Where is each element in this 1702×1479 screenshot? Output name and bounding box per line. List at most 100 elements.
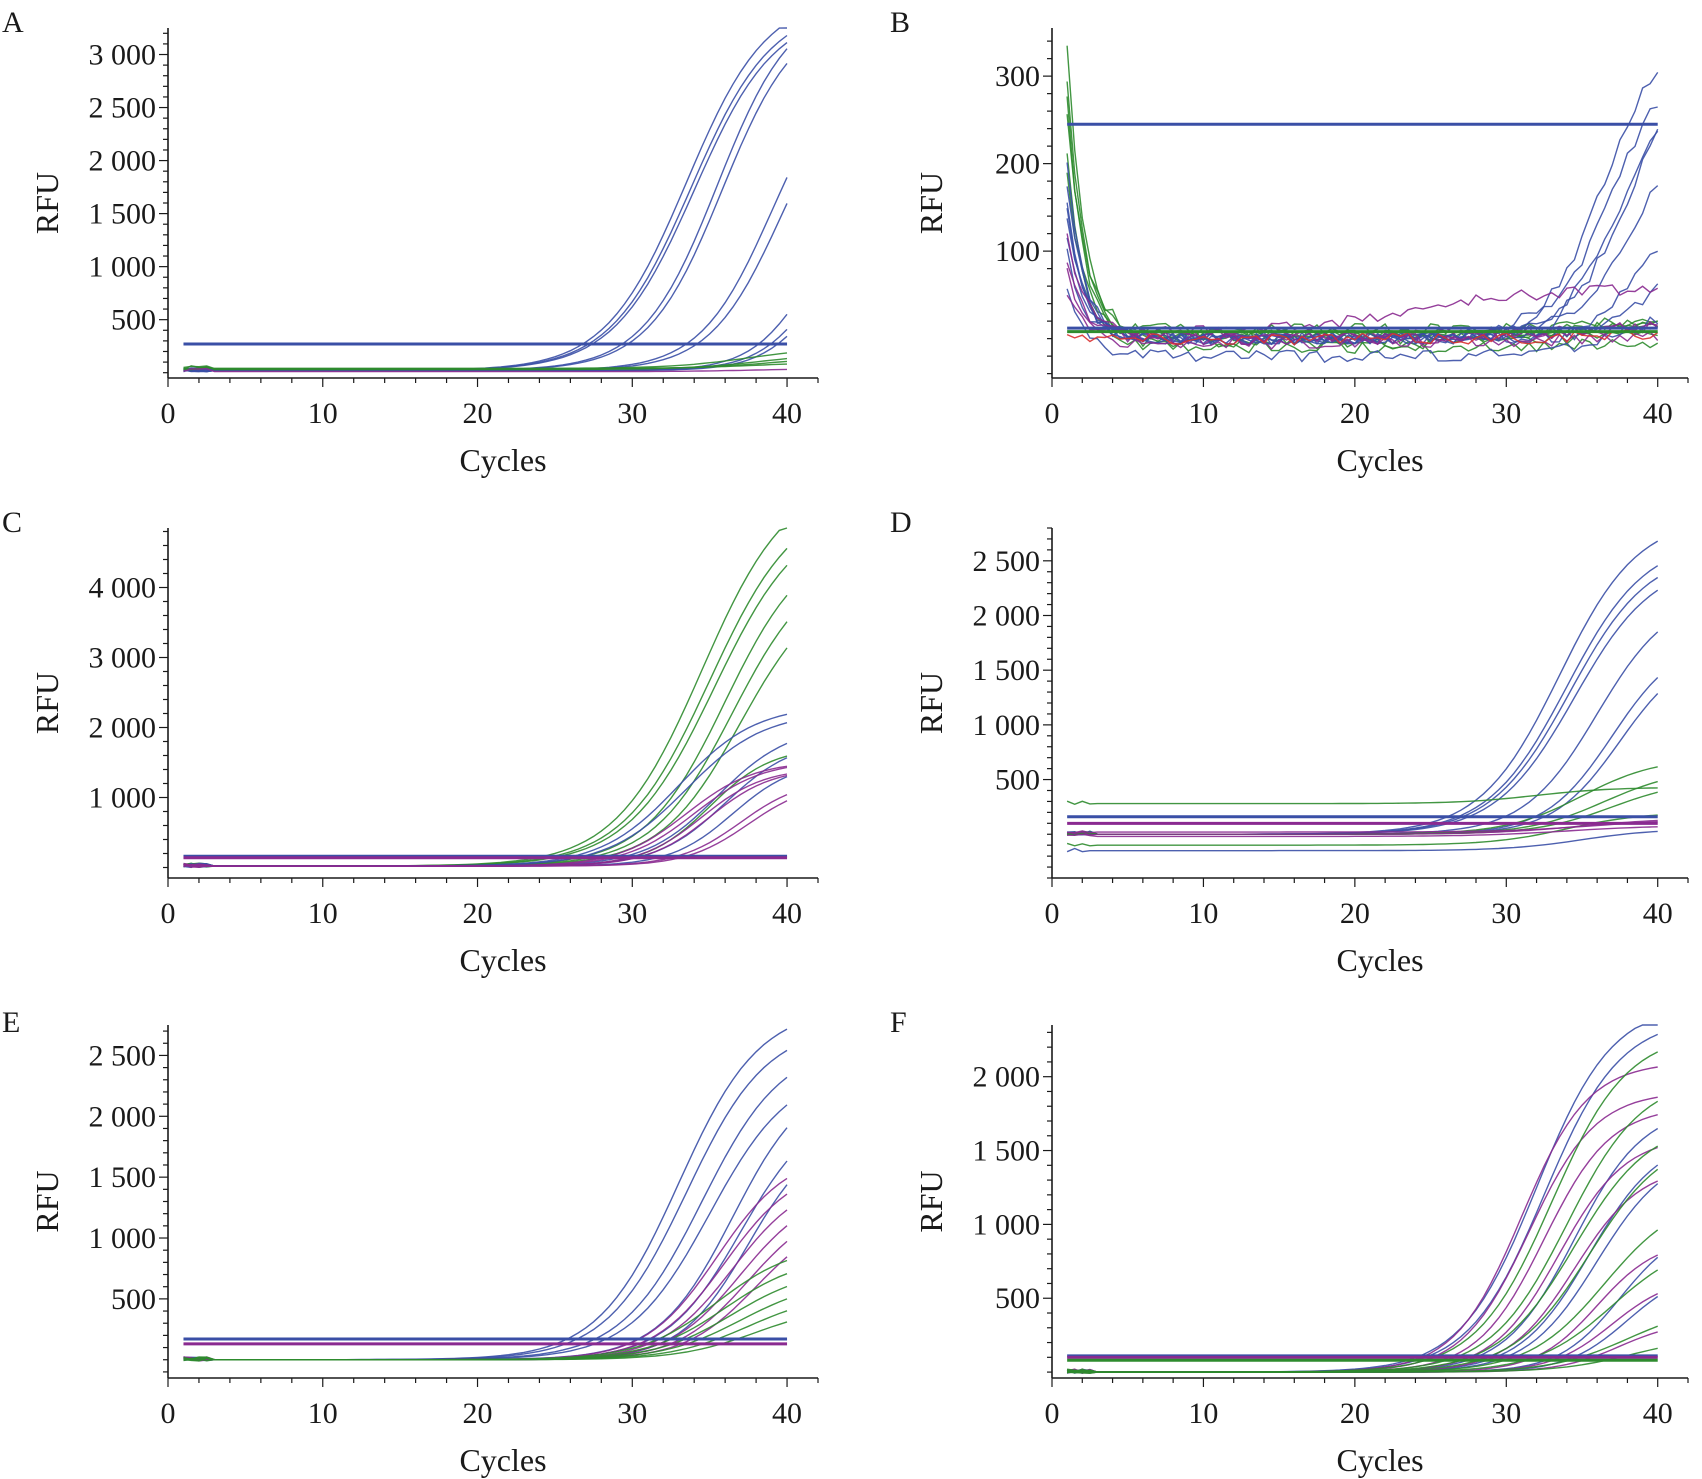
x-tick-label: 30 xyxy=(1491,1397,1521,1430)
x-tick-label: 10 xyxy=(1188,397,1218,430)
x-tick-label: 30 xyxy=(1491,897,1521,930)
amplification-curve-green xyxy=(1066,1347,1658,1374)
y-axis-title: RFU xyxy=(29,672,65,734)
amplification-curve-green xyxy=(1066,172,1659,343)
panel-a: A 0 10 20 30 40 500 1 000 1 500 2 000 2 500 3 000 Cy… xyxy=(2,6,819,478)
x-tick-label: 20 xyxy=(1340,1397,1370,1430)
y-tick-label: 1 500 xyxy=(973,1135,1041,1168)
panel-letter: B xyxy=(890,6,910,39)
amplification-curve-blue xyxy=(1066,1164,1659,1374)
amplification-curve-blue xyxy=(1066,72,1659,346)
amplification-curve-blue xyxy=(183,1028,788,1361)
x-tick-label: 10 xyxy=(1188,1397,1218,1430)
y-tick-label: 2 000 xyxy=(89,1100,157,1133)
x-tick-label: 10 xyxy=(308,897,338,930)
amplification-curve-green xyxy=(1066,1229,1659,1374)
amplification-curve-green xyxy=(183,1321,788,1362)
amplification-curve-purple xyxy=(1067,821,1658,834)
y-axis-title: RFU xyxy=(29,172,65,234)
amplification-curve-blue xyxy=(1066,185,1659,345)
amplification-curve-purple xyxy=(1066,233,1659,339)
amplification-curve-blue xyxy=(1066,1183,1659,1374)
x-tick-label: 20 xyxy=(1340,897,1370,930)
x-tick-label: 30 xyxy=(1491,397,1521,430)
x-tick-label: 30 xyxy=(617,397,647,430)
y-tick-label: 500 xyxy=(995,1282,1040,1315)
y-tick-label: 1 000 xyxy=(89,251,157,284)
y-tick-label: 1 000 xyxy=(973,1208,1041,1241)
y-tick-label: 200 xyxy=(995,148,1040,181)
x-tick-label: 40 xyxy=(772,1397,802,1430)
x-axis-title: Cycles xyxy=(1336,1442,1423,1478)
amplification-curve-green xyxy=(1067,1168,1659,1374)
y-tick-label: 100 xyxy=(995,235,1040,268)
amplification-curve-blue xyxy=(1066,1024,1658,1374)
y-tick-label: 1 500 xyxy=(89,198,157,231)
y-axis-title: RFU xyxy=(913,172,949,234)
amplification-curve-green xyxy=(1066,814,1658,847)
amplification-curve-green xyxy=(1066,96,1658,350)
amplification-curve-blue xyxy=(1066,830,1658,853)
panel-e: E 0 10 20 30 40 500 1 000 1 500 2 000 2 500 Cycles R… xyxy=(2,1006,819,1478)
panel-letter: C xyxy=(2,506,22,539)
y-tick-label: 1 000 xyxy=(89,1222,157,1255)
amplification-curve-green xyxy=(183,594,788,868)
y-tick-label: 500 xyxy=(111,304,156,337)
x-tick-label: 20 xyxy=(1340,397,1370,430)
amplification-curve-blue xyxy=(183,1127,788,1361)
panel-f: F 0 10 20 30 40 500 1 000 1 500 2 000 Cycles RFU xyxy=(890,1006,1689,1478)
y-tick-label: 1 000 xyxy=(89,782,157,815)
y-tick-label: 3 000 xyxy=(89,39,157,72)
amplification-curve-purple xyxy=(1067,826,1658,838)
panel-letter: E xyxy=(2,1006,20,1039)
amplification-curve-blue xyxy=(183,1049,788,1361)
y-tick-label: 1 000 xyxy=(973,709,1041,742)
amplification-curve-green xyxy=(183,363,788,371)
x-axis-title: Cycles xyxy=(459,1442,546,1478)
amplification-curve-red xyxy=(1066,329,1659,346)
amplification-curve-blue xyxy=(1066,106,1658,346)
x-tick-label: 10 xyxy=(308,397,338,430)
y-tick-label: 2 000 xyxy=(973,1061,1041,1094)
panel-letter: A xyxy=(2,6,24,39)
x-tick-label: 0 xyxy=(161,397,176,430)
x-tick-label: 0 xyxy=(1045,1397,1060,1430)
panel-letter: F xyxy=(890,1006,907,1039)
y-tick-label: 2 500 xyxy=(973,545,1041,578)
panel-b: B 0 10 20 30 40 100 200 300 Cycles RFU xyxy=(890,6,1689,478)
amplification-curve-green xyxy=(1066,1051,1659,1374)
y-tick-label: 2 500 xyxy=(89,92,157,125)
y-axis-title: RFU xyxy=(913,1170,949,1232)
amplification-curve-blue xyxy=(183,177,788,373)
y-tick-label: 2 000 xyxy=(89,145,157,178)
amplification-curve-blue xyxy=(1066,288,1659,364)
panel-c: C 0 10 20 30 40 1 000 2 000 3 000 4 000 Cycles RFU xyxy=(2,506,819,978)
amplification-curve-green xyxy=(183,352,788,370)
x-tick-label: 40 xyxy=(772,897,802,930)
x-tick-label: 10 xyxy=(308,1397,338,1430)
y-tick-label: 300 xyxy=(995,60,1040,93)
y-tick-label: 500 xyxy=(995,764,1040,797)
x-tick-label: 40 xyxy=(772,397,802,430)
amplification-curve-green xyxy=(183,621,788,868)
y-tick-label: 500 xyxy=(111,1283,156,1316)
x-tick-label: 20 xyxy=(463,897,493,930)
x-tick-label: 0 xyxy=(1045,397,1060,430)
panel-letter: D xyxy=(890,506,912,539)
amplification-curve-blue xyxy=(183,313,788,372)
y-axis-title: RFU xyxy=(913,672,949,734)
x-tick-label: 40 xyxy=(1643,897,1673,930)
amplification-curve-green xyxy=(1066,787,1658,806)
amplification-curve-green xyxy=(1066,114,1658,337)
amplification-curve-purple xyxy=(183,367,788,373)
x-axis-title: Cycles xyxy=(1336,942,1423,978)
amplification-curve-green xyxy=(1067,1145,1659,1373)
amplification-curve-blue xyxy=(183,48,788,372)
x-axis-title: Cycles xyxy=(1336,442,1423,478)
amplification-curve-blue xyxy=(183,335,788,373)
amplification-curve-purple xyxy=(183,1193,788,1361)
amplification-curve-green xyxy=(1066,45,1658,342)
y-tick-label: 3 000 xyxy=(89,642,157,675)
x-axis-title: Cycles xyxy=(459,942,546,978)
